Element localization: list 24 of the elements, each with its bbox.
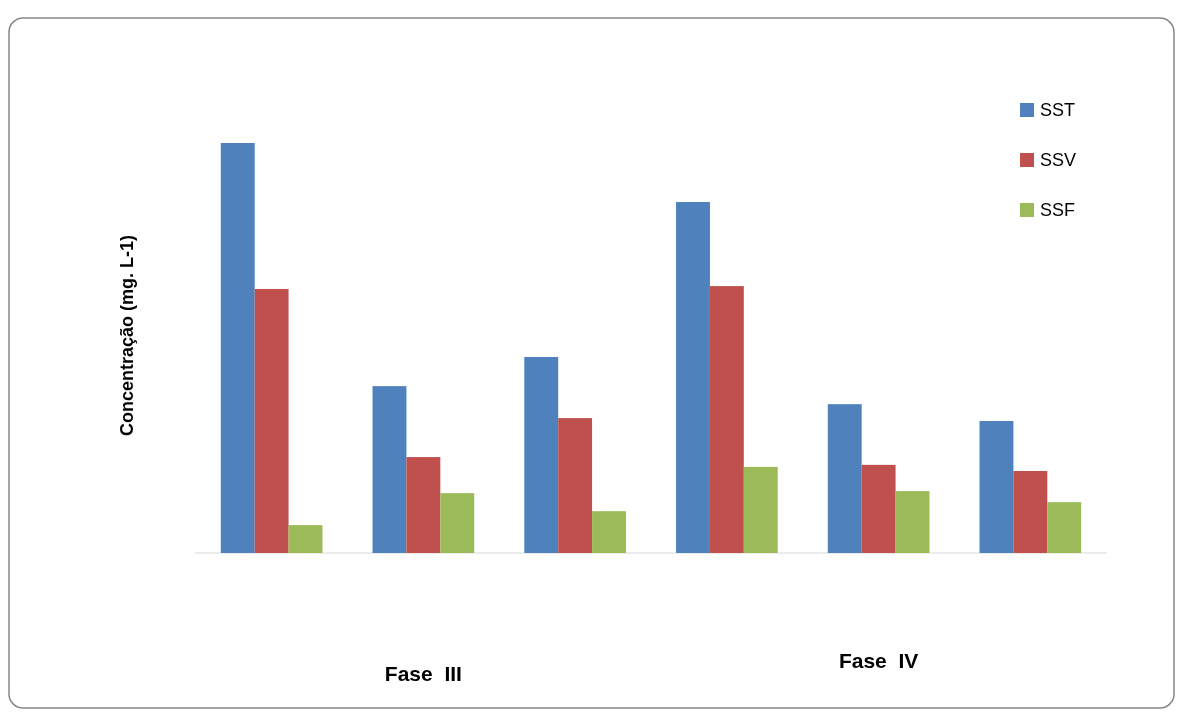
text: Fase IV [838,649,919,672]
legend-label: SSV [1040,150,1077,170]
bar [895,491,930,553]
y-axis-title: Concentração (mg. L-1) [117,234,137,437]
legend-label: SSF [1040,200,1076,220]
legend-label: SST [1040,100,1076,120]
bar [1047,502,1082,553]
bar [861,464,896,553]
bar [372,386,407,553]
bar [220,143,255,553]
text: Fase III [384,662,462,685]
bar [524,357,559,553]
bar [406,457,441,553]
bar [979,420,1014,553]
bar [1013,471,1048,553]
bar [592,511,626,553]
bar [254,288,289,553]
bar [440,493,475,553]
bar [676,202,710,553]
bar [709,286,744,553]
bar [558,418,593,553]
bar [288,525,323,553]
bar [827,404,862,553]
bar [743,466,778,553]
